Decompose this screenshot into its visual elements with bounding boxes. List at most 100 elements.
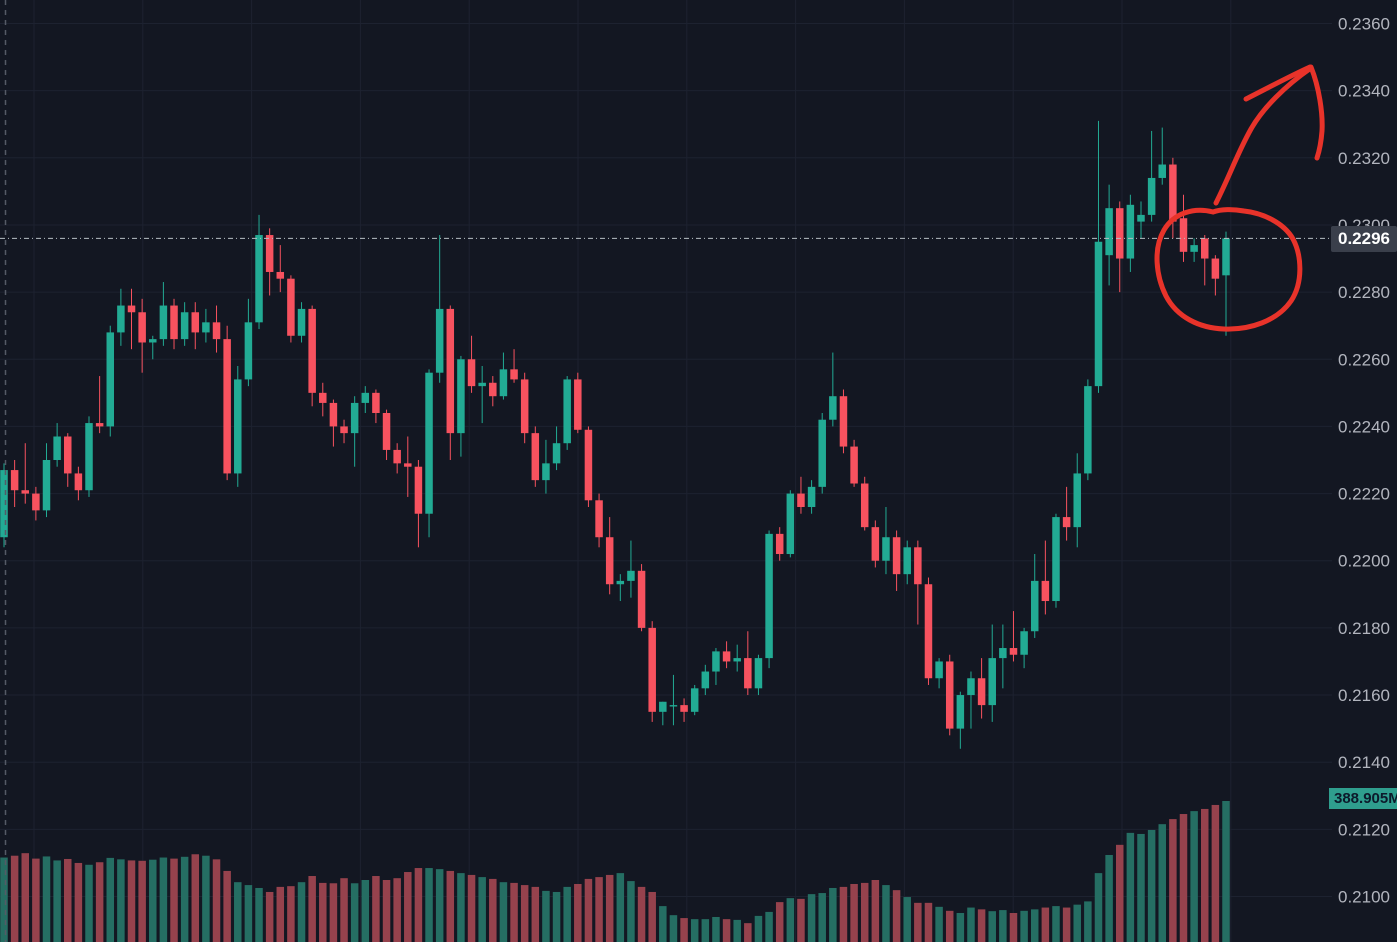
volume-bar: [680, 918, 688, 942]
candle: [722, 641, 731, 669]
arrowhead-right-barb[interactable]: [1308, 64, 1325, 161]
volume-bar: [95, 862, 104, 942]
candle: [74, 466, 83, 501]
candle-body: [191, 312, 200, 333]
candle-body: [404, 463, 412, 467]
volume-bar: [478, 877, 486, 942]
candle-body: [180, 312, 189, 340]
candle: [1169, 157, 1177, 239]
candle-body: [159, 305, 168, 340]
volume-bar: [552, 891, 561, 942]
candle: [882, 507, 890, 575]
candle-body: [32, 493, 40, 511]
candle: [1126, 194, 1135, 272]
volume-bar: [786, 898, 795, 942]
candle: [1020, 627, 1028, 669]
drawn-arrow-annotation[interactable]: [1213, 65, 1314, 206]
candle: [361, 386, 370, 413]
candle: [924, 577, 933, 685]
price-axis[interactable]: 0.23600.23400.23200.23000.22800.22600.22…: [1338, 15, 1390, 907]
candle: [457, 355, 465, 457]
candle-body: [64, 436, 72, 474]
candle-body: [659, 701, 667, 712]
candle-body: [297, 308, 306, 336]
candle: [202, 308, 210, 343]
volume-bar: [202, 855, 210, 942]
candle-body: [446, 308, 455, 434]
candle: [21, 443, 30, 504]
candle-body: [903, 547, 911, 575]
candle-body: [10, 470, 19, 491]
volume-bar: [106, 857, 115, 942]
volume-bar: [1115, 844, 1124, 942]
volume-bar: [903, 897, 911, 942]
candle: [212, 305, 221, 353]
candle-body: [478, 382, 486, 387]
volume-bar: [563, 886, 571, 942]
volume-bar: [914, 902, 922, 942]
candle-body: [988, 658, 996, 706]
volume-bar: [414, 868, 423, 942]
candle-body: [0, 470, 8, 538]
candle: [552, 426, 561, 471]
candle: [690, 684, 699, 716]
candle-body: [531, 433, 540, 481]
candle-body: [1179, 218, 1188, 252]
candle-body: [138, 312, 146, 343]
candle: [584, 426, 593, 508]
volume-bar: [340, 878, 348, 942]
candle: [0, 463, 8, 548]
candle: [733, 644, 741, 672]
volume-bar: [627, 881, 635, 942]
volume-bar: [425, 868, 433, 942]
volume-bar: [733, 919, 741, 942]
candle-body: [1147, 177, 1156, 215]
volume-bar: [520, 885, 529, 942]
candle-body: [605, 537, 614, 585]
volume-bar: [871, 880, 880, 942]
candle-body: [892, 537, 901, 575]
price-axis-label: 0.2220: [1338, 485, 1390, 504]
annotations-layer[interactable]: [1154, 64, 1325, 332]
candle: [308, 305, 316, 407]
drawn-circle-annotation[interactable]: [1154, 207, 1303, 332]
volume-bar: [138, 860, 146, 942]
candle-body: [457, 359, 465, 434]
volume-bar: [1179, 814, 1188, 942]
candle: [350, 396, 359, 467]
candle-body: [329, 402, 338, 427]
candle-body: [1222, 238, 1230, 276]
volume-bar: [967, 907, 975, 942]
candle: [1041, 540, 1050, 615]
candle-body: [42, 460, 51, 511]
last-price-axis-badge: 0.2296: [1331, 226, 1397, 252]
volume-bar: [945, 910, 954, 942]
candle-body: [722, 651, 731, 662]
arrowhead-left-barb[interactable]: [1243, 64, 1313, 102]
candle-body: [648, 627, 656, 712]
volume-bar: [21, 853, 30, 942]
candles-layer: [0, 120, 1230, 749]
volume-bar: [1169, 819, 1177, 942]
candle-body: [265, 235, 274, 272]
candle: [1200, 235, 1209, 286]
volume-bar: [361, 880, 370, 942]
candle: [287, 275, 295, 343]
candle-body: [127, 305, 136, 313]
volume-bar: [53, 860, 61, 942]
volume-bar: [435, 869, 444, 942]
candle: [1052, 513, 1060, 608]
candle: [1062, 486, 1071, 541]
candle: [223, 325, 231, 481]
volume-bar: [999, 910, 1007, 942]
candle: [595, 493, 603, 548]
candle: [1147, 130, 1156, 222]
candle: [265, 228, 274, 296]
volume-bar: [744, 923, 752, 942]
volume-bar: [574, 883, 582, 942]
candle: [478, 365, 486, 424]
candle-body: [882, 537, 890, 561]
candle: [574, 372, 582, 434]
